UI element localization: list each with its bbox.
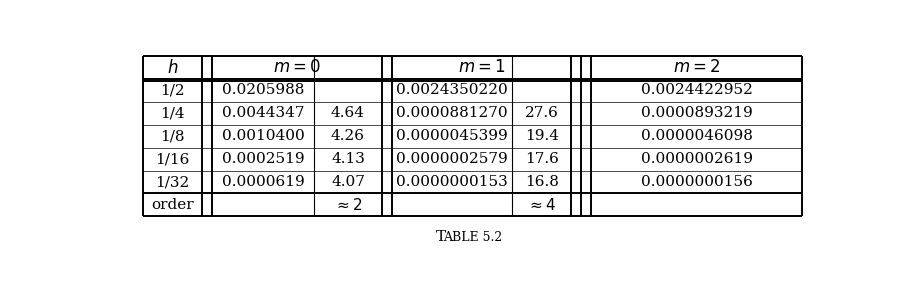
Text: ABLE 5.2: ABLE 5.2: [443, 231, 502, 244]
Text: 4.13: 4.13: [331, 152, 365, 166]
Text: 0.0000000156: 0.0000000156: [640, 175, 753, 189]
Text: $\approx 4$: $\approx 4$: [527, 197, 556, 213]
Text: 1/2: 1/2: [160, 84, 185, 97]
Text: 27.6: 27.6: [525, 106, 559, 120]
Text: 0.0024350220: 0.0024350220: [396, 84, 508, 97]
Text: 0.0000002579: 0.0000002579: [396, 152, 508, 166]
Text: 0.0000000153: 0.0000000153: [396, 175, 508, 189]
Text: 0.0000045399: 0.0000045399: [396, 129, 508, 143]
Text: 1/8: 1/8: [160, 129, 185, 143]
Text: 0.0002519: 0.0002519: [221, 152, 305, 166]
Text: 0.0000002619: 0.0000002619: [640, 152, 753, 166]
Text: 16.8: 16.8: [525, 175, 559, 189]
Text: 1/32: 1/32: [156, 175, 189, 189]
Text: 4.07: 4.07: [331, 175, 365, 189]
Text: 4.64: 4.64: [331, 106, 365, 120]
Text: T: T: [436, 230, 446, 244]
Text: $m = 2$: $m = 2$: [673, 59, 720, 76]
Text: 0.0000893219: 0.0000893219: [640, 106, 753, 120]
Text: 0.0010400: 0.0010400: [221, 129, 305, 143]
Text: 1/16: 1/16: [155, 152, 189, 166]
Text: 0.0000619: 0.0000619: [221, 175, 305, 189]
Text: $m = 0$: $m = 0$: [273, 59, 321, 76]
Text: order: order: [151, 198, 194, 212]
Text: $h$: $h$: [167, 59, 178, 77]
Text: $m = 1$: $m = 1$: [458, 59, 505, 76]
Text: 1/4: 1/4: [160, 106, 185, 120]
Text: 19.4: 19.4: [524, 129, 559, 143]
Text: 17.6: 17.6: [525, 152, 559, 166]
Text: 0.0024422952: 0.0024422952: [640, 84, 753, 97]
Text: 0.0000046098: 0.0000046098: [640, 129, 753, 143]
Text: 4.26: 4.26: [331, 129, 365, 143]
Text: 0.0205988: 0.0205988: [221, 84, 304, 97]
Text: 0.0044347: 0.0044347: [221, 106, 304, 120]
Text: 0.0000881270: 0.0000881270: [396, 106, 508, 120]
Text: $\approx 2$: $\approx 2$: [334, 197, 362, 213]
